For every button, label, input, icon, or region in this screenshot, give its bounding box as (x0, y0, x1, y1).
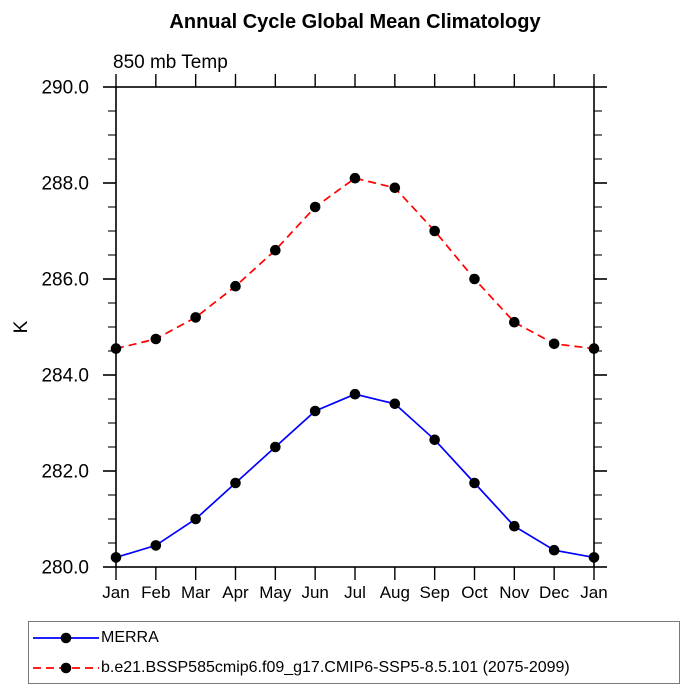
legend-entry-merra: MERRA (29, 623, 679, 653)
plot-frame (115, 86, 595, 568)
data-point-1 (548, 338, 560, 350)
x-tick-label: Nov (499, 583, 530, 602)
series-line-0 (115, 393, 595, 559)
x-tick-label: May (259, 583, 292, 602)
chart-subtitle: 850 mb Temp (113, 52, 228, 73)
x-tick-label: Sep (420, 583, 450, 602)
y-tick-label: 284.0 (41, 366, 89, 387)
x-tick-label: Jun (301, 583, 328, 602)
y-tick-label: 282.0 (41, 462, 89, 483)
legend-label-merra: MERRA (101, 628, 159, 646)
legend-label-model: b.e21.BSSP585cmip6.f09_g17.CMIP6-SSP5-8.… (101, 658, 570, 676)
chart-title: Annual Cycle Global Mean Climatology (169, 11, 541, 33)
data-point-0 (429, 434, 440, 446)
data-point-0 (349, 388, 361, 400)
data-point-0 (270, 441, 281, 453)
data-point-0 (588, 552, 600, 563)
data-point-1 (429, 225, 440, 237)
data-point-0 (150, 540, 162, 551)
data-point-1 (349, 172, 361, 184)
data-point-0 (230, 477, 241, 489)
data-point-0 (509, 520, 520, 532)
legend-marker-0 (60, 632, 72, 643)
x-tick-label: Oct (461, 583, 488, 602)
data-point-1 (469, 273, 480, 285)
legend-sample-line-model (33, 662, 99, 673)
data-point-0 (389, 398, 401, 410)
x-tick-label: Jan (102, 583, 129, 602)
data-point-1 (230, 280, 241, 292)
y-tick-label: 280.0 (41, 558, 89, 579)
legend-sample-line-merra (33, 632, 99, 643)
y-tick-label: 290.0 (41, 78, 89, 99)
data-point-1 (150, 333, 162, 345)
x-tick-label: Apr (222, 583, 249, 602)
legend-entry-model: b.e21.BSSP585cmip6.f09_g17.CMIP6-SSP5-8.… (29, 653, 679, 683)
data-point-1 (110, 343, 122, 354)
x-tick-label: Dec (539, 583, 570, 602)
x-tick-label: Feb (141, 583, 170, 602)
data-point-1 (270, 244, 281, 256)
x-tick-label: Aug (380, 583, 410, 602)
y-axis-label: K (11, 320, 32, 334)
data-point-0 (309, 405, 321, 417)
data-point-0 (190, 513, 201, 525)
x-tick-label: Jul (344, 583, 366, 602)
data-point-1 (309, 201, 321, 213)
data-point-1 (389, 182, 401, 194)
legend-box: MERRA b.e21.BSSP585cmip6.f09_g17.CMIP6-S… (28, 621, 680, 684)
x-tick-label: Mar (181, 583, 211, 602)
series-line-1 (115, 177, 595, 350)
y-tick-label: 286.0 (41, 270, 89, 291)
data-point-1 (588, 343, 600, 354)
data-point-1 (190, 312, 201, 323)
data-point-0 (469, 477, 480, 489)
data-point-0 (548, 544, 560, 556)
legend-marker-1 (60, 662, 72, 673)
data-point-1 (509, 316, 520, 328)
data-point-0 (110, 552, 122, 563)
y-tick-label: 288.0 (41, 174, 89, 195)
x-tick-label: Jan (580, 583, 607, 602)
